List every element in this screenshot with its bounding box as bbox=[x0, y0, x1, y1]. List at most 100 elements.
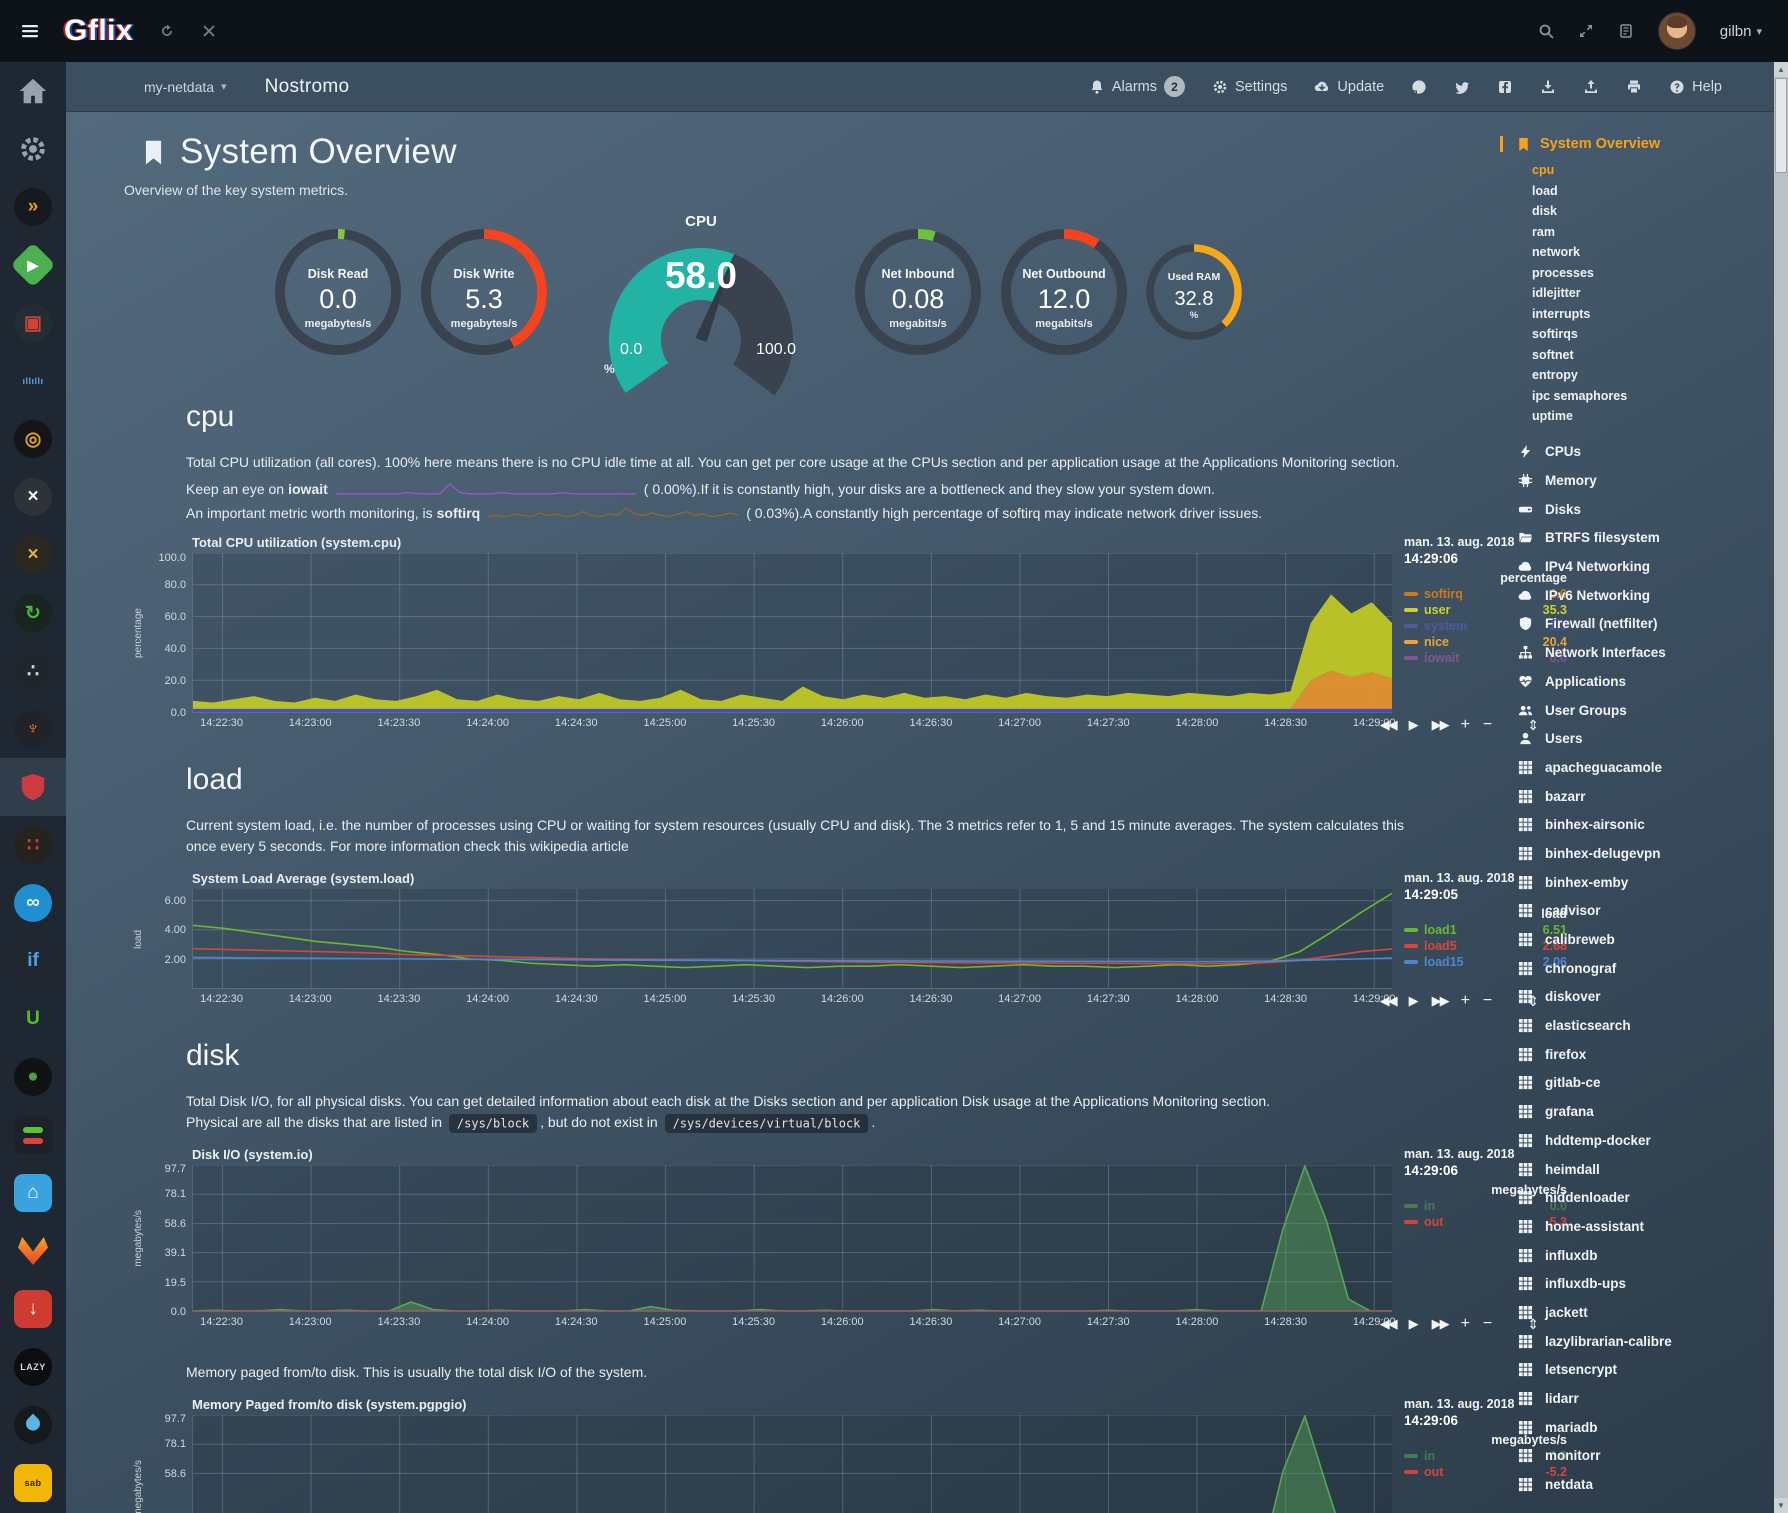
menu-system-overview[interactable]: System Overview bbox=[1500, 136, 1768, 152]
menu-app-diskover[interactable]: diskover bbox=[1500, 983, 1768, 1012]
menu-app-netdata[interactable]: netdata bbox=[1500, 1470, 1768, 1499]
help-button[interactable]: Help bbox=[1669, 79, 1722, 95]
chart-plot-area[interactable] bbox=[192, 889, 1392, 989]
menu-item-cpu[interactable]: cpu bbox=[1532, 163, 1555, 177]
zoom-out-button[interactable]: − bbox=[1482, 1315, 1493, 1332]
zoom-in-button[interactable]: + bbox=[1460, 716, 1470, 733]
vertical-scrollbar[interactable]: ▲ ▼ bbox=[1774, 62, 1788, 1513]
sidebar-app-monitorr[interactable] bbox=[0, 1106, 66, 1164]
sidebar-app-settings[interactable] bbox=[0, 120, 66, 178]
menu-app-grafana[interactable]: grafana bbox=[1500, 1097, 1768, 1126]
menu-section-ipv4-networking[interactable]: IPv4 Networking bbox=[1500, 552, 1768, 581]
github-icon[interactable] bbox=[1411, 79, 1427, 95]
menu-section-users[interactable]: Users bbox=[1500, 724, 1768, 753]
chart-plot-area[interactable] bbox=[192, 1165, 1392, 1312]
menu-section-applications[interactable]: Applications bbox=[1500, 667, 1768, 696]
sidebar-app-gitlab[interactable] bbox=[0, 1222, 66, 1280]
pan-forward-button[interactable]: ▶▶ bbox=[1431, 1316, 1450, 1331]
menu-app-heimdall[interactable]: heimdall bbox=[1500, 1155, 1768, 1184]
menu-item-uptime[interactable]: uptime bbox=[1532, 409, 1573, 423]
menu-app-hddtemp-docker[interactable]: hddtemp-docker bbox=[1500, 1126, 1768, 1155]
hamburger-menu-icon[interactable] bbox=[22, 23, 38, 39]
play-button[interactable]: ▶ bbox=[1408, 717, 1419, 732]
sidebar-app-turtle-app[interactable]: ● bbox=[0, 1048, 66, 1106]
menu-item-softnet[interactable]: softnet bbox=[1532, 347, 1574, 362]
sidebar-app-heimdall[interactable] bbox=[0, 758, 66, 816]
refresh-icon[interactable] bbox=[159, 23, 175, 39]
menu-section-cpus[interactable]: CPUs bbox=[1500, 438, 1768, 467]
legend-in[interactable]: in 0.0 bbox=[1404, 1199, 1567, 1213]
server-dropdown[interactable]: my-netdata ▾ bbox=[144, 79, 227, 95]
import-snapshot-icon[interactable] bbox=[1540, 79, 1556, 95]
print-icon[interactable] bbox=[1626, 79, 1642, 95]
menu-app-bazarr[interactable]: bazarr bbox=[1500, 782, 1768, 811]
resize-handle[interactable]: ⇕ bbox=[1527, 992, 1539, 1009]
update-button[interactable]: Update bbox=[1314, 79, 1384, 95]
menu-app-chronograf[interactable]: chronograf bbox=[1500, 954, 1768, 983]
resize-handle[interactable]: ⇕ bbox=[1527, 1315, 1539, 1332]
sidebar-app-nodes-app[interactable]: ∴ bbox=[0, 642, 66, 700]
menu-app-jackett[interactable]: jackett bbox=[1500, 1298, 1768, 1327]
legend-softirq[interactable]: softirq 0.0 bbox=[1404, 587, 1567, 601]
sidebar-app-green-u-app[interactable]: U bbox=[0, 990, 66, 1048]
menu-section-btrfs-filesystem[interactable]: BTRFS filesystem bbox=[1500, 524, 1768, 553]
zoom-in-button[interactable]: + bbox=[1460, 1315, 1470, 1332]
settings-button[interactable]: Settings bbox=[1212, 79, 1287, 95]
sidebar-app-home-assistant[interactable]: ⌂ bbox=[0, 1164, 66, 1222]
menu-app-binhex-delugevpn[interactable]: binhex-delugevpn bbox=[1500, 839, 1768, 868]
fullscreen-icon[interactable] bbox=[1578, 23, 1594, 39]
menu-app-cadvisor[interactable]: cadvisor bbox=[1500, 897, 1768, 926]
menu-item-ram[interactable]: ram bbox=[1532, 224, 1555, 239]
pan-forward-button[interactable]: ▶▶ bbox=[1431, 717, 1450, 732]
scrollbar-thumb[interactable] bbox=[1775, 78, 1787, 173]
close-tab-icon[interactable] bbox=[201, 23, 217, 39]
scroll-down-button[interactable]: ▼ bbox=[1774, 1498, 1788, 1513]
facebook-icon[interactable] bbox=[1497, 79, 1513, 95]
sidebar-app-sync-app[interactable]: ↻ bbox=[0, 584, 66, 642]
sidebar-app-download-app[interactable]: ↓ bbox=[0, 1280, 66, 1338]
sidebar-app-bazarr[interactable]: × bbox=[0, 526, 66, 584]
sidebar-app-cubes-app[interactable]: ∷ bbox=[0, 816, 66, 874]
menu-app-apacheguacamole[interactable]: apacheguacamole bbox=[1500, 753, 1768, 782]
menu-item-entropy[interactable]: entropy bbox=[1532, 368, 1578, 382]
legend-out[interactable]: out -5.2 bbox=[1404, 1465, 1567, 1479]
sidebar-app-tautulli[interactable]: » bbox=[0, 178, 66, 236]
menu-app-home-assistant[interactable]: home-assistant bbox=[1500, 1212, 1768, 1241]
menu-section-ipv6-networking[interactable]: IPv6 Networking bbox=[1500, 581, 1768, 610]
changelog-icon[interactable] bbox=[1618, 23, 1634, 39]
resize-handle[interactable]: ⇕ bbox=[1527, 716, 1539, 733]
legend-load1[interactable]: load1 6.51 bbox=[1404, 923, 1567, 937]
menu-app-influxdb[interactable]: influxdb bbox=[1500, 1241, 1768, 1270]
menu-app-lazylibrarian-calibre[interactable]: lazylibrarian-calibre bbox=[1500, 1327, 1768, 1356]
alarms-button[interactable]: Alarms 2 bbox=[1089, 76, 1185, 97]
sidebar-app-home[interactable] bbox=[0, 62, 66, 120]
menu-section-user-groups[interactable]: User Groups bbox=[1500, 696, 1768, 725]
menu-app-influxdb-ups[interactable]: influxdb-ups bbox=[1500, 1269, 1768, 1298]
chart-plot-area[interactable] bbox=[192, 1415, 1392, 1513]
play-button[interactable]: ▶ bbox=[1408, 1316, 1419, 1331]
menu-app-monitorr[interactable]: monitorr bbox=[1500, 1442, 1768, 1471]
menu-app-letsencrypt[interactable]: letsencrypt bbox=[1500, 1356, 1768, 1385]
menu-section-disks[interactable]: Disks bbox=[1500, 495, 1768, 524]
sidebar-app-deluge[interactable] bbox=[0, 1396, 66, 1454]
menu-item-disk[interactable]: disk bbox=[1532, 204, 1558, 218]
menu-item-idlejitter[interactable]: idlejitter bbox=[1532, 286, 1581, 300]
pan-back-button[interactable]: ◀◀ bbox=[1379, 1316, 1398, 1331]
play-button[interactable]: ▶ bbox=[1408, 993, 1419, 1008]
menu-app-gitlab-ce[interactable]: gitlab-ce bbox=[1500, 1069, 1768, 1098]
legend-in[interactable]: in 0.0 bbox=[1404, 1449, 1567, 1463]
pan-forward-button[interactable]: ▶▶ bbox=[1431, 993, 1450, 1008]
menu-item-softirqs[interactable]: softirqs bbox=[1532, 327, 1578, 341]
sidebar-app-jackett[interactable]: × bbox=[0, 468, 66, 526]
legend-system[interactable]: system 2.3 bbox=[1404, 619, 1567, 633]
menu-app-calibreweb[interactable]: calibreweb bbox=[1500, 925, 1768, 954]
menu-app-binhex-emby[interactable]: binhex-emby bbox=[1500, 868, 1768, 897]
sidebar-app-lazylibrarian[interactable]: LAZY bbox=[0, 1338, 66, 1396]
zoom-in-button[interactable]: + bbox=[1460, 992, 1470, 1009]
menu-app-hiddenloader[interactable]: hiddenloader bbox=[1500, 1183, 1768, 1212]
softirq-sparkline[interactable] bbox=[488, 506, 739, 521]
legend-user[interactable]: user 35.3 bbox=[1404, 603, 1567, 617]
menu-app-elasticsearch[interactable]: elasticsearch bbox=[1500, 1011, 1768, 1040]
legend-iowait[interactable]: iowait 0.0 bbox=[1404, 651, 1567, 665]
menu-section-network-interfaces[interactable]: Network Interfaces bbox=[1500, 638, 1768, 667]
